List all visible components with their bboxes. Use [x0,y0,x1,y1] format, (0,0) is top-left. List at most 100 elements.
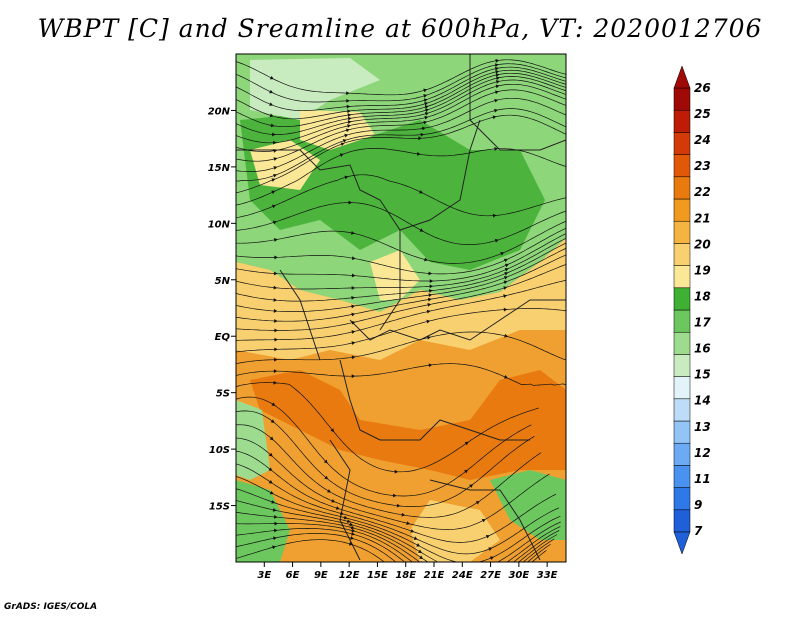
streamline [236,424,542,518]
streamline-arrow [272,545,276,550]
streamline-arrow [424,111,429,116]
streamline-arrow [418,136,422,141]
colorbar-label: 26 [694,81,711,95]
streamline-arrow [346,91,350,96]
colorbar-label: 25 [694,107,711,121]
streamline-arrow [273,536,277,541]
lon-tick-label: 21E [424,570,445,581]
streamline [236,500,561,562]
streamline-arrow [494,66,499,71]
streamline-arrow [394,469,399,474]
colorbar-swatch [673,198,691,222]
streamline-arrow [424,105,429,109]
streamline-arrow [335,506,340,510]
streamline-arrow [350,536,355,540]
streamline-arrow [416,151,421,156]
colorbar-swatch [673,331,691,355]
streamline-arrow [269,102,274,106]
lon-tick-label: 30E [508,570,529,581]
colorbar-label: 18 [694,289,711,303]
streamline-arrow [491,563,495,566]
colorbar-label: 15 [694,368,711,382]
streamline [236,539,547,562]
colorbar-label: 20 [694,237,711,251]
streamline-arrow [396,503,401,508]
colorbar-high-arrow [673,65,691,89]
streamline-arrow [489,556,494,560]
streamline-arrow [504,333,509,338]
streamline-arrow [424,115,429,120]
longitude-axis: 3E 6E 9E 12E 15E 18E 21E 24E 27E 30E 33E [257,562,558,581]
streamline-arrow [416,543,421,547]
colorbar-label: 22 [694,185,711,199]
streamline-arrow [424,108,429,113]
streamline-arrow [272,140,277,145]
colorbar-swatch [673,287,691,311]
streamline-arrow [323,459,328,464]
field-southwest-green [236,480,290,562]
map-panel [236,54,566,566]
streamline-arrow [351,528,356,533]
streamline-arrow [495,73,500,77]
streamline [236,528,555,562]
lon-tick-label: 6E [286,570,300,581]
streamline-arrow [269,490,274,495]
streamline [236,475,561,562]
streamline [236,108,566,182]
streamline-arrow [274,328,278,333]
streamline-arrow [504,263,509,268]
colorbar-label: 17 [694,316,711,330]
streamline-arrow [271,204,276,209]
streamline-arrow [469,484,474,488]
streamline-arrow [503,280,508,285]
streamline [236,148,566,206]
streamline-arrow [494,98,499,103]
streamline [236,410,535,507]
streamline [236,264,566,331]
streamline-arrow [274,347,278,352]
streamline-arrow [503,276,508,280]
streamline-arrow [494,238,499,243]
streamline-arrow [268,480,273,484]
streamline-arrow [427,297,432,302]
streamline-arrow [268,452,273,457]
colorbar-swatch [673,442,691,466]
streamline [236,511,560,562]
streamline-arrow [269,113,274,118]
grads-credit: GrADS: IGES/COLA [4,602,98,612]
streamline-arrow [351,286,356,290]
streamline-arrow [344,133,349,138]
colorbar-swatch [673,109,691,133]
colorbar-swatch [673,487,691,511]
colorbar-swatch [673,509,691,533]
streamline-arrow [349,522,354,527]
streamline [236,242,566,302]
streamline-arrow [327,489,332,493]
streamline-arrow [342,139,347,143]
streamline-arrow [494,147,499,151]
streamline-arrow [492,115,497,120]
colorbar-label: 9 [694,498,702,512]
streamline-arrow [420,132,425,137]
streamline-arrow [272,507,277,512]
streamline-arrow [273,309,278,313]
streamline-arrow [331,499,336,503]
colorbar-swatch [673,465,691,488]
streamline [236,114,566,194]
streamline-arrow [345,128,350,133]
colorbar-swatch [673,398,691,422]
colorbar-swatch [673,243,691,266]
colorbar-swatch [673,420,691,444]
colorbar-label: 23 [694,159,711,173]
lat-tick-label: 15S [209,502,230,513]
colorbar-label: 24 [694,133,711,147]
streamline-arrow [504,268,509,272]
streamline-arrow [428,271,433,276]
lat-tick-label: 10N [208,219,231,230]
streamline-arrow [428,293,433,298]
streamline-arrow [272,132,276,137]
streamline [236,396,532,497]
streamline-arrow [340,511,344,516]
streamline-arrow [271,402,276,406]
streamline-arrow [428,363,433,368]
